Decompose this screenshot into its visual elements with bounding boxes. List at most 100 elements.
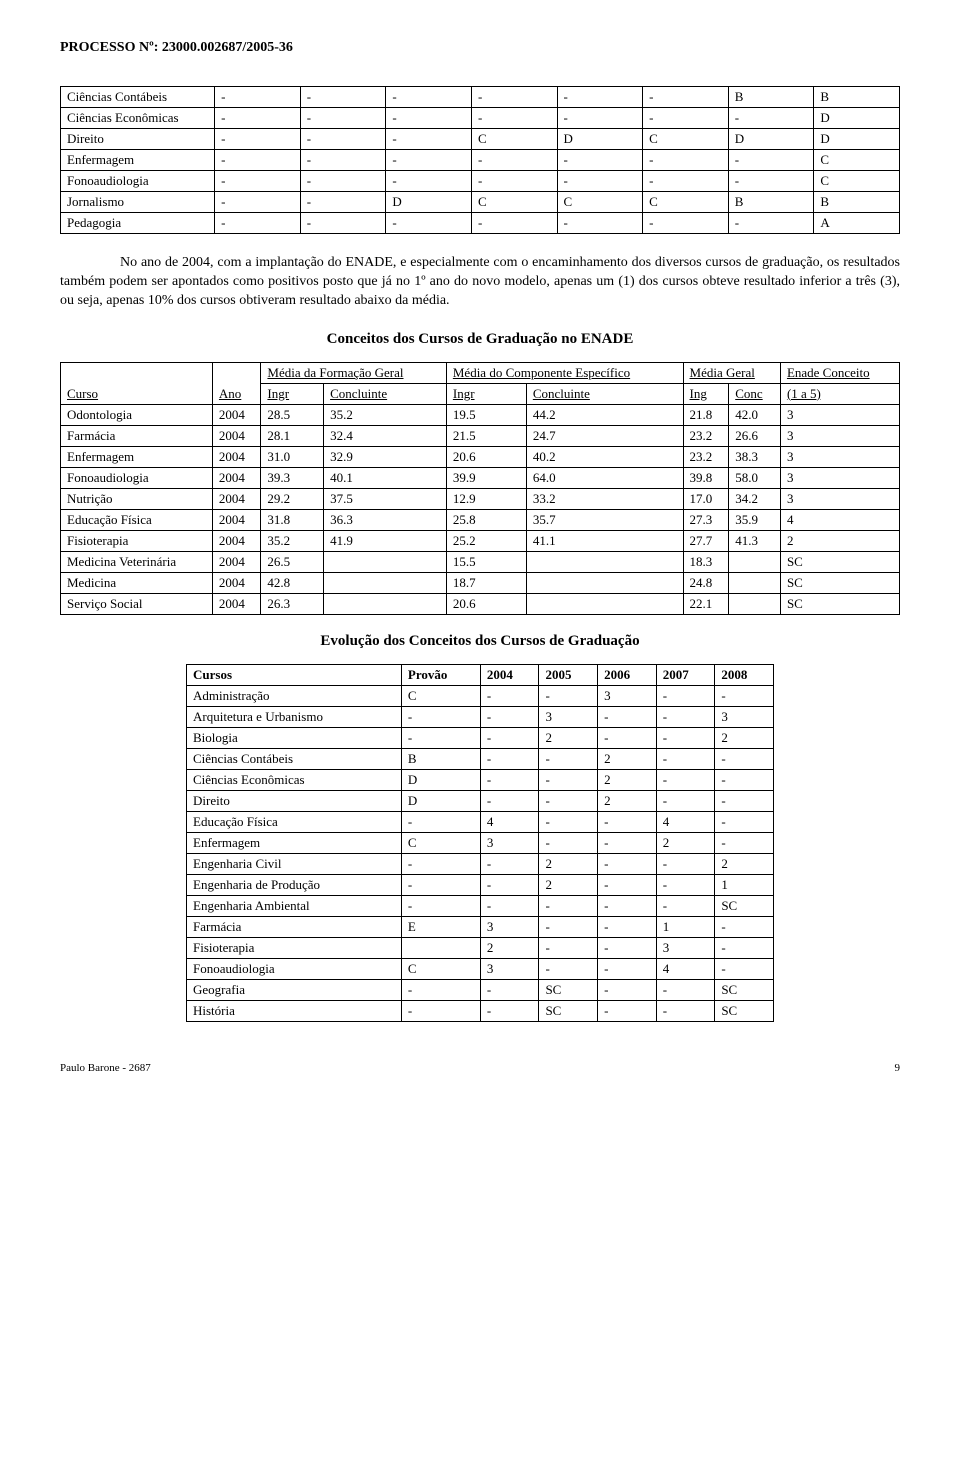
- cell: 41.9: [324, 530, 447, 551]
- cell: -: [215, 213, 301, 234]
- cell: [324, 572, 447, 593]
- cell: -: [598, 874, 657, 895]
- col-concl2: Concluinte: [533, 386, 590, 401]
- cell: 2: [715, 853, 774, 874]
- cell: -: [539, 916, 598, 937]
- cell: Arquitetura e Urbanismo: [187, 706, 402, 727]
- cell: 22.1: [683, 593, 729, 614]
- table-row: EnfermagemC3--2-: [187, 832, 774, 853]
- table-row: Direito---CDCDD: [61, 129, 900, 150]
- cell: -: [598, 937, 657, 958]
- cell: -: [401, 874, 480, 895]
- cell: -: [539, 895, 598, 916]
- cell: 20.6: [446, 446, 526, 467]
- cell: Enfermagem: [61, 446, 213, 467]
- cell: [526, 572, 683, 593]
- cell: Serviço Social: [61, 593, 213, 614]
- cell: -: [480, 790, 539, 811]
- cell: -: [598, 916, 657, 937]
- cell: -: [656, 727, 715, 748]
- cell: -: [215, 150, 301, 171]
- cell: -: [539, 748, 598, 769]
- cell: 32.4: [324, 425, 447, 446]
- cell: B: [728, 192, 814, 213]
- cell: -: [539, 811, 598, 832]
- col-ing: Ing: [690, 386, 707, 401]
- table-row: Engenharia Ambiental-----SC: [187, 895, 774, 916]
- cell: -: [656, 685, 715, 706]
- cell: 36.3: [324, 509, 447, 530]
- cell: 2004: [212, 425, 261, 446]
- cell: C: [643, 192, 729, 213]
- cell: B: [728, 87, 814, 108]
- cell: Nutrição: [61, 488, 213, 509]
- col-header: Provão: [401, 664, 480, 685]
- cell: Fisioterapia: [187, 937, 402, 958]
- cell: 2: [780, 530, 899, 551]
- body-paragraph: No ano de 2004, com a implantação do ENA…: [60, 254, 900, 311]
- cell: 64.0: [526, 467, 683, 488]
- course-name: Ciências Econômicas: [61, 108, 215, 129]
- col-ce: Média do Componente Específico: [453, 365, 630, 380]
- cell: 34.2: [729, 488, 781, 509]
- cell: Engenharia de Produção: [187, 874, 402, 895]
- cell: 12.9: [446, 488, 526, 509]
- table-row: Enfermagem200431.032.920.640.223.238.33: [61, 446, 900, 467]
- cell: 40.2: [526, 446, 683, 467]
- footer-left: Paulo Barone - 2687: [60, 1062, 151, 1074]
- cell: Ciências Contábeis: [187, 748, 402, 769]
- cell: -: [215, 192, 301, 213]
- cell: -: [480, 874, 539, 895]
- cell: Fonoaudiologia: [61, 467, 213, 488]
- cell: 27.7: [683, 530, 729, 551]
- cell: D: [557, 129, 643, 150]
- cell: 2004: [212, 509, 261, 530]
- cell: 28.5: [261, 404, 324, 425]
- cell: -: [598, 853, 657, 874]
- cell: 58.0: [729, 467, 781, 488]
- col-curso: Curso: [67, 386, 98, 401]
- cell: 24.7: [526, 425, 683, 446]
- cell: -: [471, 150, 557, 171]
- table-row: AdministraçãoC--3--: [187, 685, 774, 706]
- cell: 35.7: [526, 509, 683, 530]
- cell: -: [656, 979, 715, 1000]
- cell: [729, 551, 781, 572]
- cell: Ciências Econômicas: [187, 769, 402, 790]
- table-row: Fisioterapia200435.241.925.241.127.741.3…: [61, 530, 900, 551]
- cell: História: [187, 1000, 402, 1021]
- table-row: Engenharia Civil--2--2: [187, 853, 774, 874]
- cell: Biologia: [187, 727, 402, 748]
- cell: -: [643, 171, 729, 192]
- cell: 18.3: [683, 551, 729, 572]
- cell: -: [539, 937, 598, 958]
- cell: -: [471, 87, 557, 108]
- course-name: Jornalismo: [61, 192, 215, 213]
- cell: 2: [539, 853, 598, 874]
- section-title-enade: Conceitos dos Cursos de Graduação no ENA…: [60, 331, 900, 348]
- cell: 18.7: [446, 572, 526, 593]
- cell: Fisioterapia: [61, 530, 213, 551]
- cell: -: [598, 706, 657, 727]
- cell: -: [480, 979, 539, 1000]
- cell: Medicina: [61, 572, 213, 593]
- cell: 31.8: [261, 509, 324, 530]
- cell: -: [300, 150, 386, 171]
- cell: -: [728, 150, 814, 171]
- cell: -: [728, 171, 814, 192]
- cell: -: [643, 213, 729, 234]
- cell: -: [386, 129, 472, 150]
- cell: 3: [480, 916, 539, 937]
- col-conc: Conc: [735, 386, 762, 401]
- cell: -: [656, 853, 715, 874]
- cell: -: [300, 192, 386, 213]
- table-row: Ciências Contábeis------BB: [61, 87, 900, 108]
- cell: 42.8: [261, 572, 324, 593]
- col-header: 2004: [480, 664, 539, 685]
- cell: 39.8: [683, 467, 729, 488]
- cell: 32.9: [324, 446, 447, 467]
- cell: 2: [539, 727, 598, 748]
- cell: -: [386, 87, 472, 108]
- page-footer: Paulo Barone - 2687 9: [60, 1062, 900, 1074]
- cell: Geografia: [187, 979, 402, 1000]
